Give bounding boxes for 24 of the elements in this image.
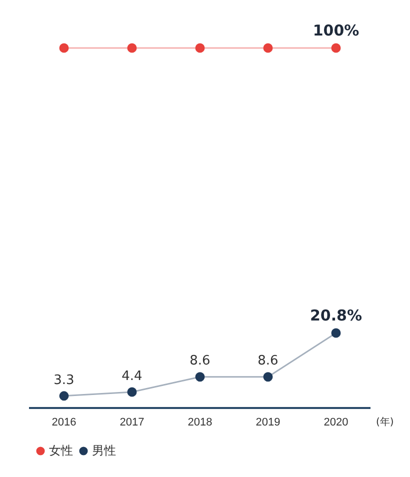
point — [331, 43, 341, 53]
x-tick-label: 2020 — [324, 416, 348, 428]
data-label: 20.8% — [310, 306, 362, 324]
point — [195, 43, 205, 53]
point — [331, 328, 341, 338]
x-tick-label: 2016 — [52, 416, 76, 428]
x-tick-label: 2017 — [120, 416, 144, 428]
data-label: 3.3 — [54, 372, 74, 388]
point — [263, 43, 273, 53]
data-label: 100% — [312, 21, 360, 40]
point — [263, 372, 273, 382]
x-tick-label: 2018 — [188, 416, 212, 428]
legend-label: 男性 — [92, 443, 116, 458]
data-label: 8.6 — [190, 354, 210, 369]
x-tick-label: 2019 — [256, 416, 280, 428]
data-label: 8.6 — [258, 354, 278, 369]
x-axis-title: (年) — [376, 416, 394, 428]
point — [127, 43, 137, 53]
legend-label: 女性 — [49, 443, 73, 458]
point — [127, 387, 137, 397]
point — [59, 391, 69, 401]
data-label: 4.4 — [122, 368, 142, 384]
point — [59, 43, 69, 53]
point — [195, 372, 205, 382]
